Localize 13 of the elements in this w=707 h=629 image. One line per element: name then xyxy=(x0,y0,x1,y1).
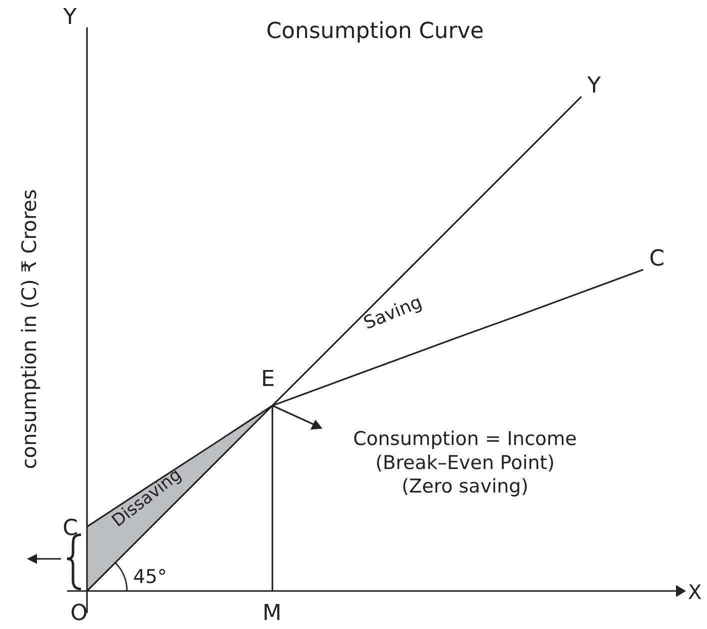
series-label: Y xyxy=(586,74,602,99)
annotation: C xyxy=(62,516,78,541)
annotation: Saving xyxy=(360,292,426,334)
text: O xyxy=(70,601,88,626)
series-label: C xyxy=(649,246,665,272)
annotation: Consumption = Income (Break–Even Point) (Zero saving) xyxy=(353,428,577,498)
annotation: E xyxy=(261,367,275,392)
x-axis-title: X xyxy=(688,580,702,604)
chart-title: Consumption Curve xyxy=(266,19,484,44)
text: M xyxy=(262,601,282,626)
y-axis-title: consumption in (C) ₹ Crores xyxy=(17,189,41,470)
text: Y xyxy=(62,5,78,30)
annotation: 45° xyxy=(133,566,167,588)
